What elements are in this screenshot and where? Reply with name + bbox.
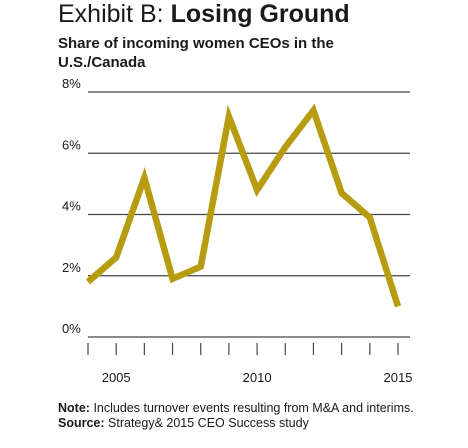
y-tick-label: 6%: [62, 137, 81, 152]
note-label: Note:: [58, 401, 90, 415]
source-text: Strategy& 2015 CEO Success study: [108, 416, 309, 430]
chart-notes: Note: Includes turnover events resulting…: [58, 401, 418, 431]
source-line: Source: Strategy& 2015 CEO Success study: [58, 416, 418, 431]
source-label: Source:: [58, 416, 105, 430]
y-tick-label: 8%: [62, 76, 81, 91]
y-tick-label: 4%: [62, 199, 81, 214]
title-text: Losing Ground: [170, 0, 350, 28]
note-line: Note: Includes turnover events resulting…: [58, 401, 418, 416]
x-tick-label: 2010: [243, 370, 272, 385]
y-tick-label: 2%: [62, 260, 81, 275]
line-chart: 0% 2% 4% 6% 8% 2005 2010 2015: [62, 76, 413, 385]
x-tick-label: 2015: [384, 370, 413, 385]
x-tick-label: 2005: [102, 370, 131, 385]
note-text: Includes turnover events resulting from …: [93, 401, 414, 415]
chart-subtitle: Share of incoming women CEOs in the U.S.…: [58, 35, 334, 71]
series-line: [85, 103, 402, 308]
exhibit-label: Exhibit B:: [58, 0, 164, 28]
y-tick-label: 0%: [62, 321, 81, 336]
chart-title: Exhibit B: Losing Ground: [58, 0, 350, 28]
